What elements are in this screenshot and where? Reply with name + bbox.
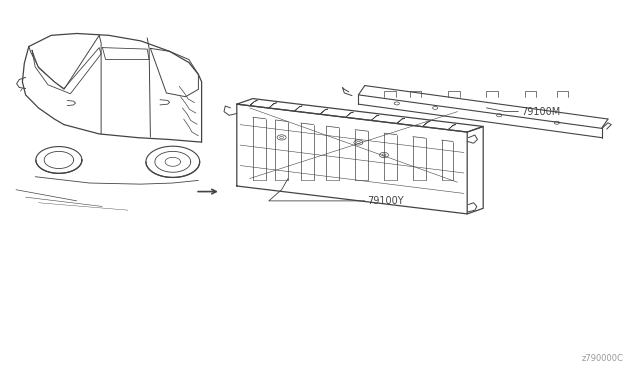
Text: z790000C: z790000C	[582, 354, 624, 363]
Text: 79100Y: 79100Y	[367, 196, 403, 206]
Text: 79100M: 79100M	[522, 107, 561, 116]
